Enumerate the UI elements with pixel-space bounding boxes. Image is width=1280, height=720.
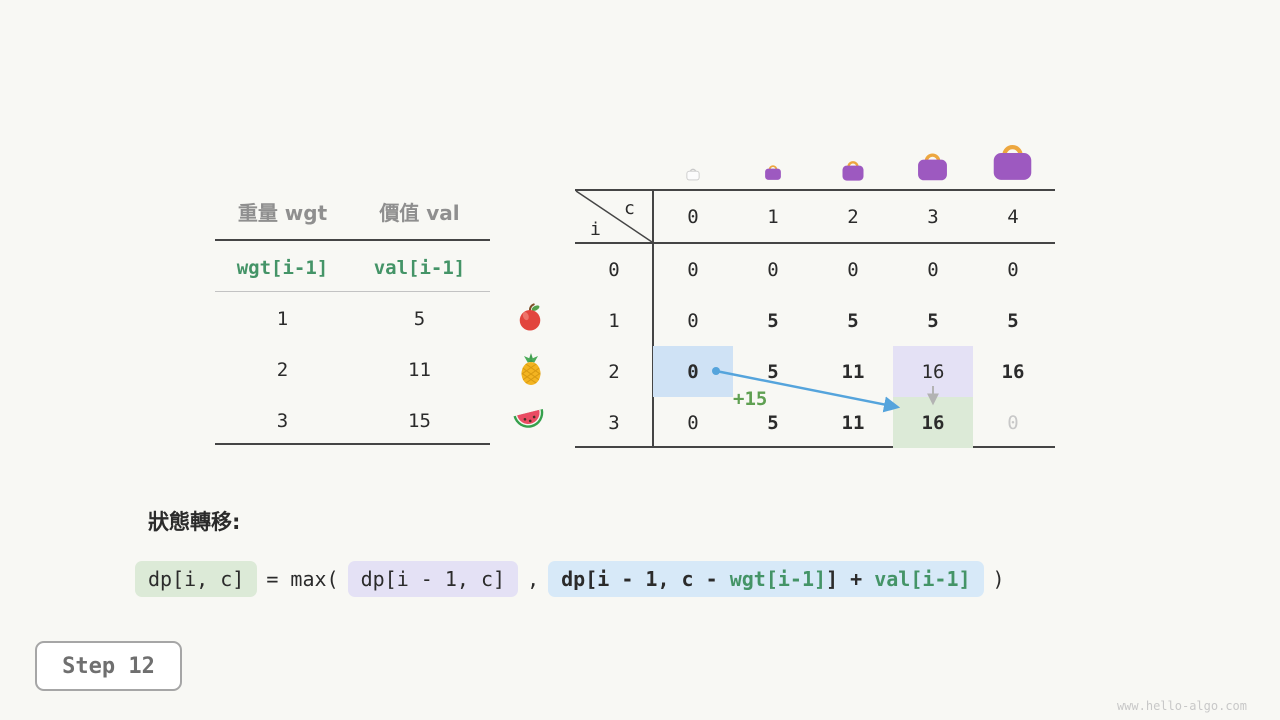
formula-max-operator: = max( xyxy=(266,567,339,591)
item-3-value: 15 xyxy=(408,410,431,432)
value-gain-label: +15 xyxy=(733,388,768,410)
dp-table-top-border xyxy=(575,189,1055,191)
items-table-row-divider xyxy=(215,291,490,292)
bag-medium-icon xyxy=(842,161,864,181)
dp-cell-r0c0: 0 xyxy=(687,258,699,281)
pineapple-icon xyxy=(521,353,541,385)
transfer-arrow-blue xyxy=(715,369,901,413)
formula-comma: , xyxy=(527,567,540,591)
items-formula-wgt: wgt[i-1] xyxy=(236,257,329,279)
dp-cell-r3c0: 0 xyxy=(687,411,699,434)
dp-cell-r2c1: 5 xyxy=(767,360,779,383)
dp-table-header-divider xyxy=(575,242,1055,244)
bag-large-icon xyxy=(918,153,947,181)
dp-col-header-0: 0 xyxy=(687,205,699,228)
dp-corner-col-label: c xyxy=(624,198,635,219)
bag-empty-icon xyxy=(686,168,700,181)
dp-row-header-1: 1 xyxy=(608,309,620,332)
apple-icon xyxy=(519,303,541,331)
transition-title: 狀態轉移: xyxy=(148,510,241,534)
dp-cell-r3c2: 11 xyxy=(841,411,865,434)
step-badge-label: Step 12 xyxy=(62,653,155,679)
item-2-value: 11 xyxy=(408,359,431,381)
dp-cell-r1c4: 5 xyxy=(1007,309,1019,332)
dp-cell-r1c1: 5 xyxy=(767,309,779,332)
bag-xlarge-icon xyxy=(993,145,1032,180)
items-col-header-wgt: 重量 wgt xyxy=(237,201,328,225)
item-3-weight: 3 xyxy=(276,410,289,432)
step-badge: Step 12 xyxy=(35,641,182,691)
formula-close-paren: ) xyxy=(992,567,1005,591)
dp-cell-r3c3-result-highlight: 16 xyxy=(893,397,973,448)
dp-table-vertical-divider xyxy=(652,189,654,448)
dp-row-header-2: 2 xyxy=(608,360,620,383)
dp-cell-r0c4: 0 xyxy=(1007,258,1019,281)
item-2-weight: 2 xyxy=(276,359,289,381)
dp-row-header-3: 3 xyxy=(608,411,620,434)
dp-cell-r0c3: 0 xyxy=(927,258,939,281)
formula-val-ref: val[i-1] xyxy=(874,567,971,591)
watermark: www.hello-algo.com xyxy=(1116,699,1247,713)
dp-row-header-0: 0 xyxy=(608,258,620,281)
dp-col-header-3: 3 xyxy=(927,205,939,228)
formula-dp-above: dp[i - 1, c] xyxy=(347,561,519,597)
dp-col-header-4: 4 xyxy=(1007,205,1019,228)
formula-dp-take-item: dp[i - 1, c - wgt[i-1]] + val[i-1] xyxy=(548,561,984,597)
dp-cell-r2c2: 11 xyxy=(841,360,865,383)
dp-cell-r0c2: 0 xyxy=(847,258,859,281)
dp-corner-row-label: i xyxy=(590,219,601,240)
items-formula-val: val[i-1] xyxy=(373,257,466,279)
dp-cell-r1c2: 5 xyxy=(847,309,859,332)
dp-col-headers: 0 1 2 3 4 xyxy=(653,191,1053,242)
dp-corner-diagonal xyxy=(575,190,653,243)
items-table-bottom-divider xyxy=(215,443,490,445)
formula-wgt-ref: wgt[i-1] xyxy=(729,567,827,591)
items-col-header-val: 價值 val xyxy=(379,201,460,225)
dp-cell-r1c0: 0 xyxy=(687,309,699,332)
dp-cell-r3c4-pending: 0 xyxy=(1007,411,1019,434)
dp-table-bottom-border xyxy=(575,446,1055,448)
dp-row-headers: 0 1 2 3 xyxy=(576,244,652,448)
item-1-weight: 1 xyxy=(276,308,289,330)
dp-col-header-1: 1 xyxy=(767,205,779,228)
item-1-value: 5 xyxy=(413,308,426,330)
dp-cell-r0c1: 0 xyxy=(767,258,779,281)
transition-formula: dp[i, c] = max( dp[i - 1, c] , dp[i - 1,… xyxy=(135,561,1005,597)
dp-col-header-2: 2 xyxy=(847,205,859,228)
dp-cell-r2c4: 16 xyxy=(1001,360,1025,383)
watermelon-icon xyxy=(513,409,544,428)
dp-cell-r3c1: 5 xyxy=(767,411,779,434)
bag-small-icon xyxy=(765,165,781,180)
dp-cell-r1c3: 5 xyxy=(927,309,939,332)
formula-dp-current: dp[i, c] xyxy=(135,561,258,597)
items-table-header-divider xyxy=(215,239,490,241)
